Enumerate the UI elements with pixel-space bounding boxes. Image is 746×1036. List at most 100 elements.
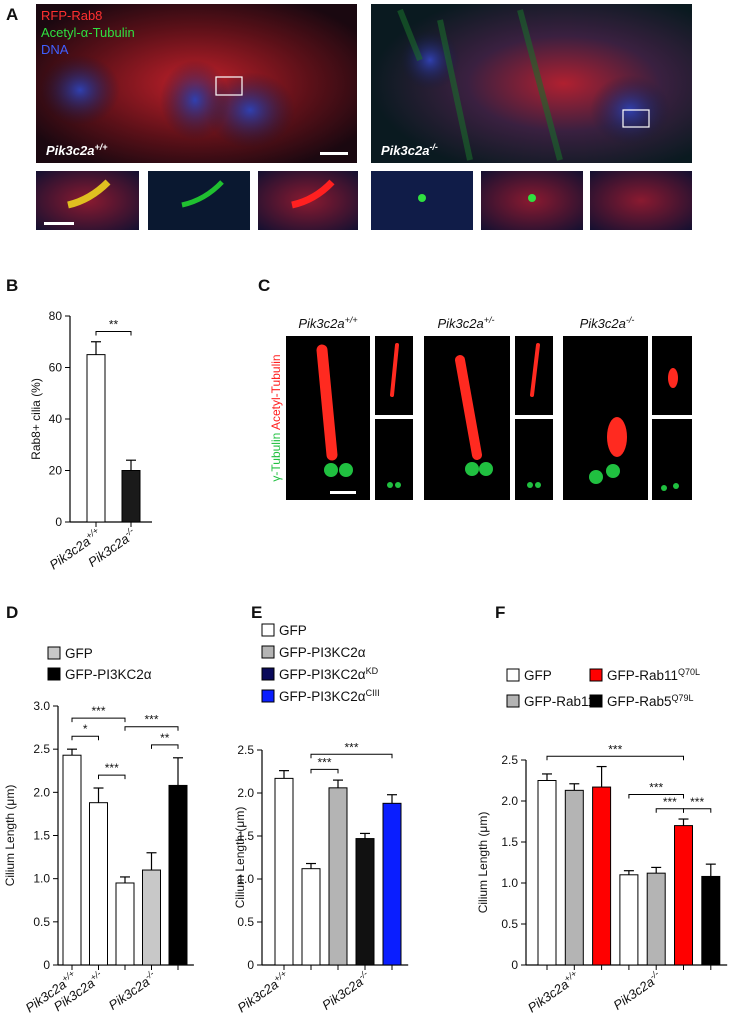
y-tick-label: 0.5 xyxy=(33,915,50,929)
genotype-label-base: Pik3c2a xyxy=(298,316,344,331)
legend-label: GFP-Rab5Q79L xyxy=(607,693,694,709)
bar xyxy=(168,784,188,966)
legend-label: GFP-PI3KC2α xyxy=(279,645,366,660)
significance-label: *** xyxy=(105,761,119,775)
x-tick-label: Pik3c2a-/- xyxy=(105,968,159,1013)
genotype-label: Pik3c2a-/- xyxy=(580,315,635,331)
cilium xyxy=(530,343,540,397)
genotype-label-sup: -/- xyxy=(626,315,635,325)
legend-label-sup: Q79L xyxy=(672,693,694,703)
y-tick-label: 1.5 xyxy=(501,835,518,849)
x-tick-label-base: Pik3c2a xyxy=(47,534,93,573)
legend-label-sup: Q70L xyxy=(678,667,700,677)
scale-bar xyxy=(330,491,356,494)
panel-letter: C xyxy=(258,276,270,295)
legend-label-base: GFP xyxy=(65,646,93,661)
legend-label: GFP-PI3KC2αCIII xyxy=(279,688,380,704)
x-tick-label-base: Pik3c2a xyxy=(525,977,571,1016)
cilium xyxy=(181,180,224,208)
legend-swatch xyxy=(506,668,520,682)
genotype-label-base: Pik3c2a xyxy=(437,316,483,331)
significance-bracket xyxy=(655,808,684,813)
bar xyxy=(592,786,612,966)
legend-label: GFP-PI3KC2α xyxy=(65,667,152,682)
centrosome xyxy=(528,194,536,202)
genotype-label: Pik3c2a+/- xyxy=(437,315,494,331)
significance-label: *** xyxy=(344,740,358,754)
x-tick-label: Pik3c2a+/+ xyxy=(234,968,292,1015)
genotype-label-sup: +/- xyxy=(484,315,495,325)
y-tick-label: 2.5 xyxy=(33,742,50,756)
centriole xyxy=(395,482,401,488)
y-tick-label: 0.5 xyxy=(237,915,254,929)
centriole xyxy=(387,482,393,488)
legend-label-base: GFP-PI3KC2α xyxy=(279,689,366,704)
y-tick-label: 60 xyxy=(49,361,63,375)
significance-bracket xyxy=(628,793,684,799)
x-tick-label-base: Pik3c2a xyxy=(610,974,656,1013)
significance-label: *** xyxy=(663,795,677,809)
x-tick-label-base: Pik3c2a xyxy=(235,977,281,1016)
legend-swatch xyxy=(47,667,61,681)
bar xyxy=(537,780,557,966)
genotype-label-base: Pik3c2a xyxy=(580,316,626,331)
centriole xyxy=(673,483,679,489)
legend-swatch xyxy=(589,668,603,682)
channel-label: DNA xyxy=(41,42,69,57)
bar xyxy=(89,802,108,966)
x-tick-label: Pik3c2a+/+ xyxy=(524,968,582,1015)
panel-letter: B xyxy=(6,276,18,295)
y-tick-label: 0 xyxy=(55,515,62,529)
stain-red: Acetyl-Tubulin xyxy=(269,354,283,430)
y-tick-label: 1.5 xyxy=(33,829,50,843)
genotype-label-sup: -/- xyxy=(429,142,438,152)
stain-green: γ-Tubulin xyxy=(269,433,283,482)
bar xyxy=(646,872,666,966)
significance-label: ** xyxy=(109,317,119,331)
cilium xyxy=(455,355,482,460)
bar xyxy=(301,868,321,966)
y-tick-label: 2.5 xyxy=(237,743,254,757)
bar xyxy=(121,470,141,523)
centriole xyxy=(479,462,493,476)
significance-label: * xyxy=(83,722,88,736)
legend-label-base: GFP-PI3KC2α xyxy=(65,667,152,682)
cilium xyxy=(291,179,335,209)
bar xyxy=(142,869,161,966)
significance-label: *** xyxy=(690,795,704,809)
y-tick-label: 0 xyxy=(511,958,518,972)
significance-bracket xyxy=(310,753,393,759)
nucleus xyxy=(160,60,230,140)
genotype-label-base: Pik3c2a xyxy=(381,143,429,158)
genotype-label: Pik3c2a-/- xyxy=(381,142,438,158)
bar xyxy=(382,802,402,966)
scale-bar xyxy=(44,222,74,225)
centriole xyxy=(661,485,667,491)
cilium xyxy=(668,368,678,388)
x-tick-label: Pik3c2a-/- xyxy=(319,968,373,1013)
significance-bracket xyxy=(151,744,179,749)
legend-label-sup: CIII xyxy=(366,688,380,698)
legend-label-base: GFP-PI3KC2α xyxy=(279,645,366,660)
x-tick-label: Pik3c2a-/- xyxy=(610,968,664,1013)
y-tick-label: 2.0 xyxy=(501,794,518,808)
micrograph xyxy=(563,336,648,500)
legend-label: GFP xyxy=(524,668,552,683)
micrograph xyxy=(652,419,692,500)
centriole xyxy=(339,463,353,477)
significance-label: *** xyxy=(317,755,331,769)
centriole xyxy=(606,464,620,478)
genotype-label-base: Pik3c2a xyxy=(46,143,94,158)
y-tick-label: 20 xyxy=(49,464,63,478)
legend-swatch xyxy=(589,694,603,708)
panel-letter: A xyxy=(6,5,18,24)
y-axis-label: Rab8+ cilia (%) xyxy=(29,378,43,460)
significance-label: *** xyxy=(608,742,622,756)
legend-swatch xyxy=(261,689,275,703)
genotype-label-sup: +/+ xyxy=(94,142,108,152)
x-tick-label-base: Pik3c2a xyxy=(106,974,152,1013)
centriole xyxy=(324,463,338,477)
genotype-label: Pik3c2a+/+ xyxy=(298,315,357,331)
significance-bracket xyxy=(683,808,712,813)
